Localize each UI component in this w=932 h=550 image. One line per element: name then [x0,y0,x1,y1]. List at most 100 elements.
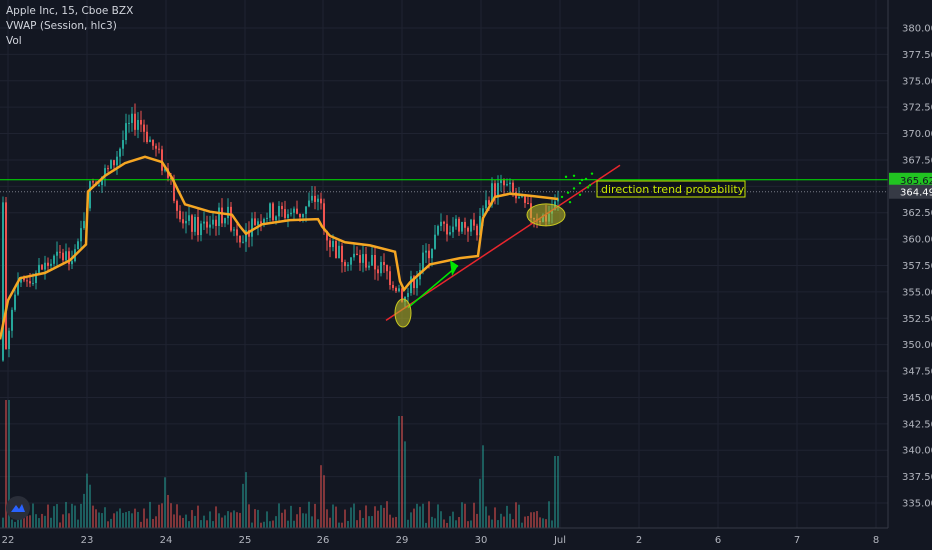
volume-bar [455,520,457,528]
volume-bar [95,509,97,528]
y-tick-label: 360.00 [902,235,932,246]
candle-body [287,214,289,218]
volume-bar [473,502,475,528]
volume-bar [497,520,499,528]
volume-bar [35,514,37,528]
legend-volume[interactable]: Vol [6,35,22,47]
candle-body [362,254,364,263]
volume-bar [59,522,61,528]
candle-body [434,234,436,249]
highlight-ellipse-retest [526,203,566,227]
volume-bar [305,513,307,528]
candle-body [407,293,409,297]
volume-bar [212,521,214,528]
volume-bar [509,513,511,528]
volume-bar [332,504,334,528]
volume-bar [500,513,502,528]
volume-bar [398,416,400,528]
volume-bar [440,511,442,528]
candle-body [470,219,472,232]
volume-bar [173,514,175,528]
candle-body [440,221,442,227]
candle-body [344,262,346,267]
arrow-head [450,260,458,277]
volume-bar [296,514,298,528]
candle-body [332,241,334,248]
volume-bar [353,503,355,528]
volume-bar [413,508,415,528]
candle-body [65,251,67,261]
candle-body [107,168,109,170]
tradingview-logo-icon[interactable] [6,496,30,520]
volume-bar [2,517,4,528]
candle-body [35,272,37,284]
x-tick-label: 23 [81,535,94,546]
candle-body [59,251,61,253]
candle-body [482,208,484,217]
volume-bar [245,472,247,528]
candle-body [242,241,244,243]
candle-body [68,251,70,265]
candle-body [473,219,475,226]
y-tick-label: 337.50 [902,472,932,483]
candle-body [428,250,430,259]
volume-bar [479,478,481,528]
volume-bar [482,445,484,528]
volume-bar [101,513,103,528]
volume-bar [368,516,370,528]
volume-bar [203,515,205,528]
volume-bar [272,520,274,528]
candle-body [491,183,493,205]
volume-bar [146,518,148,528]
legend-symbol[interactable]: Apple Inc, 15, Cboe BZX [6,5,134,17]
candle-body [113,160,115,166]
volume-bar [50,517,52,528]
volume-bar [98,512,100,528]
trend-line [385,164,621,322]
volume-bar [191,510,193,528]
volume-bar [14,521,16,528]
volume-bar [530,512,532,528]
candle-body [518,196,520,199]
y-tick-label: 340.00 [902,446,932,457]
volume-bar [386,501,388,528]
volume-bar [521,522,523,528]
candle-body [443,221,445,224]
volume-bar [122,512,124,528]
candle-body [386,264,388,272]
volume-bar [461,502,463,528]
candle-body [56,251,58,256]
candle-body [503,180,505,186]
volume-bar [242,483,244,528]
candle-body [152,139,154,146]
volume-bars [2,400,559,528]
volume-bar [458,517,460,528]
candle-body [506,184,508,186]
annotation-box [596,180,746,198]
candle-body [119,148,121,157]
volume-bar [140,521,142,528]
volume-bar [182,517,184,528]
volume-bar [374,506,376,528]
candle-body [209,224,211,228]
volume-bar [248,504,250,528]
legend-vwap[interactable]: VWAP (Session, hlc3) [6,20,117,32]
candle-body [281,206,283,210]
volume-bar [416,503,418,528]
candle-body [461,221,463,232]
price-label-gray-bg [889,184,932,199]
projection-dot [588,184,592,187]
candle-body [188,215,190,221]
volume-bar [290,505,292,528]
volume-bar [467,521,469,528]
volume-bar [476,513,478,528]
chart-grid [0,0,888,528]
volume-bar [254,509,256,528]
volume-bar [32,503,34,528]
candle-body [92,181,94,183]
candle-body [293,208,295,213]
candle-body [464,221,466,228]
candle-body [5,202,7,350]
candle-body [44,262,46,270]
